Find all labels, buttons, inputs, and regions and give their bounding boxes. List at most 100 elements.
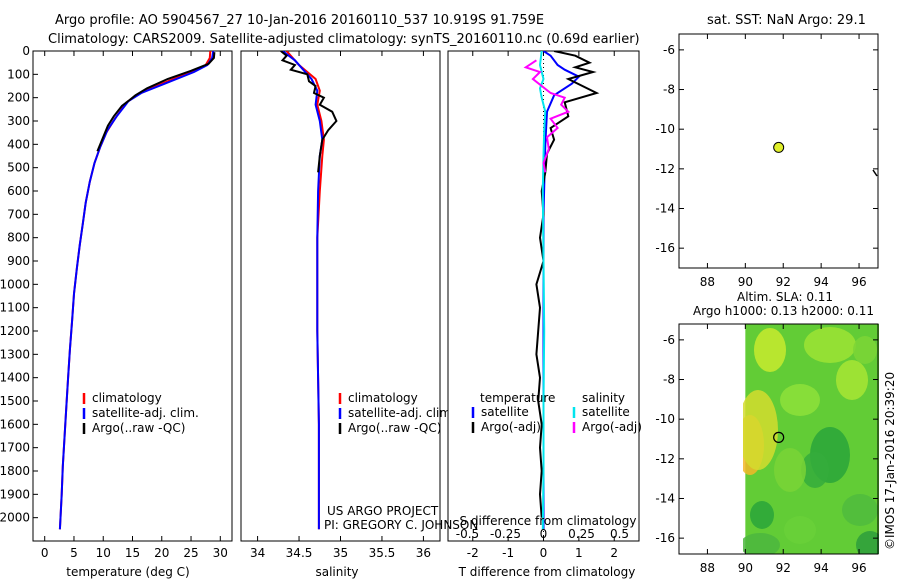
x-tick-label: 92 [776, 561, 791, 575]
profile-marker [773, 431, 785, 443]
x-axis-label: temperature (deg C) [66, 565, 189, 579]
title-line1: Argo profile: AO 5904567_27 10-Jan-2016 … [55, 13, 544, 28]
sla-map-panel: 88 90 92 94 96 -6 -8 -10 -12 -14 -16 [655, 323, 879, 575]
x-tick-label: 88 [700, 275, 715, 289]
x-tick-label: 0 [540, 546, 548, 560]
legend-item: Argo(-adj) [481, 420, 541, 434]
x-tick-label: -1 [502, 546, 514, 560]
s-tick-label: -0.25 [490, 527, 521, 541]
y-tick-label: 1500 [0, 394, 30, 408]
imos-stamp: ©IMOS 17-Jan-2016 20:39:20 [883, 372, 897, 550]
sla-patch [754, 328, 786, 372]
sla-title-line1: Altim. SLA: 0.11 [737, 290, 833, 304]
sst-map-panel: 88 90 92 94 96 -6 -8 -10 -12 -14 -16 [655, 33, 879, 289]
series-argo [280, 51, 338, 173]
x-tick-label: 25 [183, 546, 198, 560]
x-tick-label: 88 [700, 561, 715, 575]
project-line2: PI: GREGORY C. JOHNSON [324, 518, 478, 532]
y-tick-label: 900 [7, 254, 30, 268]
legend-item: climatology [348, 391, 418, 405]
y-tick-label: 1200 [0, 324, 30, 338]
y-tick-label: -8 [663, 373, 675, 387]
sla-patch [784, 516, 816, 544]
plot-frame [240, 50, 441, 542]
y-tick-label: 500 [7, 161, 30, 175]
x-tick-label: -2 [467, 546, 479, 560]
y-tick-label: 400 [7, 137, 30, 151]
y-tick-label: -14 [655, 491, 675, 505]
coast-fragment [872, 169, 878, 177]
sla-patch [780, 384, 820, 416]
sla-patch [804, 327, 856, 363]
sla-patch [743, 533, 780, 554]
s-tick-label: 0.5 [610, 527, 629, 541]
y-tick-label: 1600 [0, 417, 30, 431]
y-tick-label: 300 [7, 114, 30, 128]
y-tick-label: -6 [663, 333, 675, 347]
s-tick-label: -0.5 [456, 527, 479, 541]
y-tick-label: -6 [663, 43, 675, 57]
legend-item: satellite [481, 405, 529, 419]
y-tick-label: 1900 [0, 487, 30, 501]
series-group [280, 51, 338, 530]
profile-marker [773, 141, 785, 153]
series-group [58, 51, 216, 530]
sla-patch [853, 336, 877, 364]
temperature-panel: 0 5 10 15 20 25 300100200300400500600700800900… [0, 44, 233, 579]
x-tick-label: 0 [41, 546, 49, 560]
y-tick-label: -16 [655, 531, 675, 545]
y-tick-label: -16 [655, 241, 675, 255]
legend-item: satellite [582, 405, 630, 419]
legend-item: climatology [92, 391, 162, 405]
y-tick-label: 700 [7, 207, 30, 221]
legend-item: Argo(-adj) [582, 420, 642, 434]
series-s-argo [523, 59, 571, 173]
sst-title: sat. SST: NaN Argo: 29.1 [707, 13, 866, 28]
x-tick-label: 90 [738, 275, 753, 289]
y-tick-label: 1700 [0, 441, 30, 455]
x-tick-label: 34 [250, 546, 265, 560]
legend-item: satellite-adj. clim. [92, 406, 199, 420]
sla-title-line2: Argo h1000: 0.13 h2000: 0.11 [693, 304, 874, 318]
plot-frame [678, 323, 879, 555]
x-tick-label: 5 [70, 546, 78, 560]
legend-header: temperature [480, 391, 555, 405]
x-tick-label: 35 [333, 546, 348, 560]
x-tick-label: 30 [213, 546, 228, 560]
sla-patch [801, 452, 829, 488]
x-axis-label: T difference from climatology [458, 565, 636, 579]
sla-patch [836, 360, 868, 400]
legend-header: salinity [582, 391, 625, 405]
x-axis-label: salinity [315, 565, 358, 579]
y-tick-label: 1100 [0, 301, 30, 315]
y-tick-label: 100 [7, 67, 30, 81]
x-tick-label: 96 [851, 561, 866, 575]
y-tick-label: -12 [655, 162, 675, 176]
difference-panel: -2 -1 0 1 2 T difference from climatology S di… [447, 50, 642, 579]
x-tick-label: 2 [610, 546, 618, 560]
plot-frame [32, 50, 233, 542]
sla-patch [774, 448, 806, 492]
x-axis-label2: S difference from climatology [460, 514, 637, 528]
x-tick-label: 34.5 [286, 546, 313, 560]
y-tick-label: -14 [655, 202, 675, 216]
x-tick-label: 36 [416, 546, 431, 560]
y-tick-label: 1400 [0, 371, 30, 385]
y-tick-label: -8 [663, 83, 675, 97]
x-tick-label: 20 [154, 546, 169, 560]
legend-item: satellite-adj. clim. [348, 406, 455, 420]
y-tick-label: 2000 [0, 511, 30, 525]
sla-field [743, 324, 879, 554]
x-tick-label: 96 [851, 275, 866, 289]
s-tick-label: 0 [540, 527, 548, 541]
series-argo [96, 52, 216, 152]
x-tick-label: 92 [776, 275, 791, 289]
series-group [523, 51, 600, 530]
title-line2: Climatology: CARS2009. Satellite-adjuste… [48, 32, 640, 47]
legend-item: Argo(..raw -QC) [348, 421, 441, 435]
x-tick-label: 94 [814, 275, 829, 289]
sla-patch [856, 531, 879, 554]
sla-patch [743, 390, 778, 470]
project-line1: US ARGO PROJECT [327, 504, 439, 518]
